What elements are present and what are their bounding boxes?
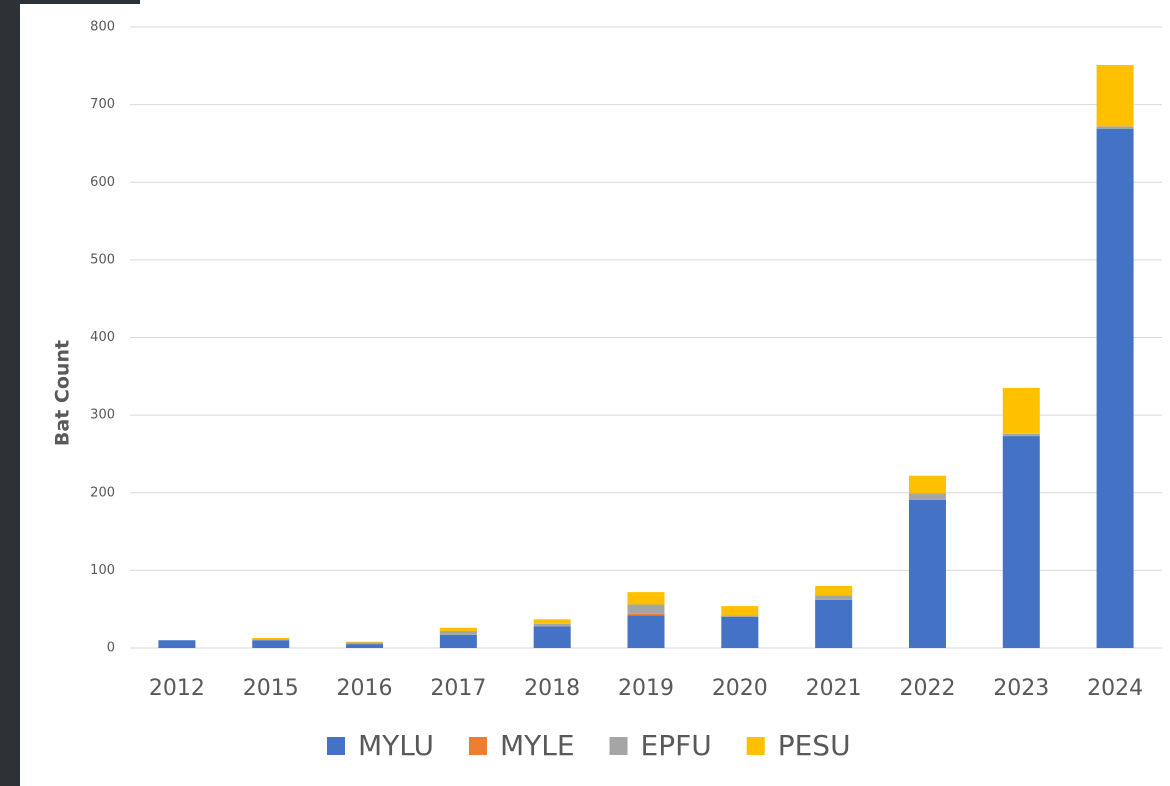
bar-segment xyxy=(158,640,195,648)
bar-segment xyxy=(1097,129,1134,648)
y-tick-label: 500 xyxy=(90,252,115,267)
bar-segment xyxy=(628,614,665,616)
bar-segment xyxy=(440,635,477,648)
bar-segment xyxy=(346,643,383,645)
legend-marker xyxy=(469,737,487,755)
bar-segment xyxy=(534,626,571,648)
legend-marker xyxy=(747,737,765,755)
y-tick-label: 700 xyxy=(90,97,115,112)
background-photo-strip xyxy=(0,0,140,4)
y-tick-label: 200 xyxy=(90,485,115,500)
bar-segment xyxy=(815,600,852,648)
bar-segment xyxy=(534,624,571,626)
bar-segment xyxy=(440,631,477,635)
bar-segment xyxy=(628,615,665,648)
bar-segment xyxy=(815,586,852,595)
x-tick-label: 2016 xyxy=(337,676,393,701)
bar-segment xyxy=(909,476,946,494)
x-tick-label: 2022 xyxy=(899,676,955,701)
y-tick-label: 300 xyxy=(90,408,115,423)
y-tick-label: 600 xyxy=(90,175,115,190)
legend-marker xyxy=(327,737,345,755)
x-tick-label: 2021 xyxy=(806,676,862,701)
bar-segment xyxy=(534,619,571,624)
x-tick-label: 2017 xyxy=(430,676,486,701)
bar-segment xyxy=(909,500,946,648)
bar-segment xyxy=(1097,126,1134,128)
legend-label: EPFU xyxy=(641,729,712,762)
x-tick-label: 2020 xyxy=(712,676,768,701)
bar-segment xyxy=(1003,434,1040,436)
bar-segment xyxy=(346,644,383,648)
x-tick-label: 2019 xyxy=(618,676,674,701)
bar-segment xyxy=(1003,388,1040,434)
bar-segment xyxy=(346,642,383,643)
bar-segment xyxy=(721,617,758,648)
y-tick-label: 800 xyxy=(90,20,115,35)
y-tick-label: 0 xyxy=(107,641,115,656)
bar-segment xyxy=(628,605,665,614)
bar-segment xyxy=(1003,436,1040,648)
bar-segment xyxy=(1097,65,1134,126)
bar-segment xyxy=(252,640,289,648)
bar-segment xyxy=(252,639,289,640)
bar-segment xyxy=(721,606,758,615)
legend-label: MYLE xyxy=(500,729,575,762)
bar-segment xyxy=(721,615,758,617)
legend-marker xyxy=(610,737,628,755)
x-tick-label: 2024 xyxy=(1087,676,1143,701)
legend-label: MYLU xyxy=(358,729,434,762)
bar-segment xyxy=(252,638,289,640)
bar-segment xyxy=(628,592,665,604)
bar-segment xyxy=(440,628,477,631)
bar-segment xyxy=(909,494,946,500)
y-axis-title: Bat Count xyxy=(52,340,74,446)
bar-segment xyxy=(815,595,852,600)
chart: Bat Count 0 100 200 300 400 500 600 700 800 2012 2… xyxy=(0,0,1170,786)
background-photo-strip xyxy=(0,0,20,786)
y-tick-label: 400 xyxy=(90,330,115,345)
x-tick-label: 2015 xyxy=(243,676,299,701)
x-tick-label: 2018 xyxy=(524,676,580,701)
y-tick-label: 100 xyxy=(90,563,115,578)
x-tick-label: 2012 xyxy=(149,676,205,701)
x-tick-label: 2023 xyxy=(993,676,1049,701)
legend-label: PESU xyxy=(778,729,851,762)
